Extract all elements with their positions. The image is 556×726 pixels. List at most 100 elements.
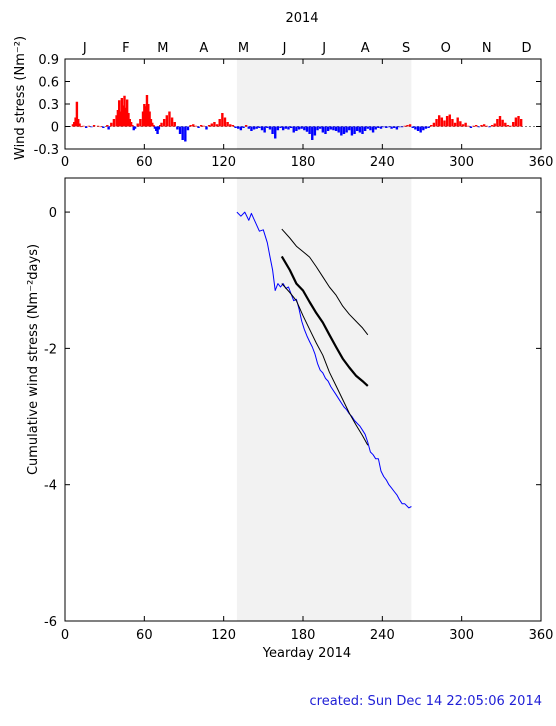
wind-stress-bar xyxy=(152,125,155,127)
wind-stress-bar xyxy=(184,126,187,142)
wind-stress-bar xyxy=(147,104,150,127)
wind-stress-bar xyxy=(189,125,192,127)
month-label: N xyxy=(482,41,492,56)
created-timestamp: created: Sun Dec 14 22:05:06 2014 xyxy=(309,694,542,709)
wind-stress-bar xyxy=(340,126,343,136)
wind-stress-bar xyxy=(377,126,380,128)
wind-stress-bar xyxy=(125,99,129,127)
wind-stress-bar xyxy=(226,122,229,127)
wind-stress-bar xyxy=(356,126,359,131)
wind-stress-bar xyxy=(107,126,110,130)
x-tick-label: 240 xyxy=(370,155,395,170)
wind-stress-bar xyxy=(350,126,354,136)
wind-stress-bar xyxy=(151,122,154,127)
wind-stress-bar xyxy=(295,126,298,131)
wind-stress-bar xyxy=(136,123,139,127)
y-tick-label: 0.9 xyxy=(38,53,59,68)
cumulative-panel: 0 60 120 180 240 300 360 -6 -4 -2 0 Yearday 2014 C… xyxy=(26,177,553,661)
cumulative-line-0 xyxy=(236,211,412,509)
wind-stress-bar xyxy=(221,113,224,127)
wind-stress-bar xyxy=(79,126,83,128)
wind-stress-bar xyxy=(318,126,322,129)
wind-stress-bar xyxy=(334,126,338,131)
wind-stress-bar xyxy=(229,124,232,127)
wind-stress-bar xyxy=(297,126,301,130)
wind-stress-bar xyxy=(424,126,428,129)
wind-stress-bar xyxy=(173,122,176,127)
wind-stress-bar xyxy=(99,126,102,128)
y-tick-label: 0 xyxy=(49,206,57,221)
wind-stress-bar xyxy=(305,126,309,132)
month-label: A xyxy=(199,41,208,56)
wind-stress-bar xyxy=(345,126,348,133)
wind-stress-bar xyxy=(475,125,478,127)
wind-stress-bar xyxy=(324,126,327,134)
wind-stress-bar xyxy=(281,126,285,131)
wind-stress-bar xyxy=(393,126,396,128)
wind-stress-bar xyxy=(395,126,399,130)
y-tick-label: -0.3 xyxy=(34,143,59,158)
wind-stress-bar xyxy=(284,126,288,129)
wind-stress-bars xyxy=(65,95,541,142)
wind-stress-bar xyxy=(461,124,465,127)
wind-stress-bar xyxy=(445,116,449,127)
wind-stress-bar xyxy=(160,122,163,127)
wind-stress-bar xyxy=(266,126,269,128)
x-tick-label: 240 xyxy=(370,628,395,643)
wind-stress-bar xyxy=(292,126,295,133)
wind-stress-bar xyxy=(398,126,401,128)
wind-stress-bar xyxy=(271,126,274,134)
wind-stress-bar xyxy=(133,126,137,129)
wind-stress-bar xyxy=(440,117,444,127)
wind-stress-bar xyxy=(448,114,451,127)
wind-stress-bar xyxy=(488,126,491,128)
wind-stress-bar xyxy=(311,126,314,140)
shaded-period xyxy=(236,178,412,621)
cumulative-line-3 xyxy=(281,283,369,446)
cumulative-xlabel: Yearday 2014 xyxy=(262,646,351,661)
wind-stress-bar xyxy=(490,125,494,127)
wind-stress-bar xyxy=(170,117,174,127)
wind-stress-bar xyxy=(430,125,433,127)
wind-stress-bar xyxy=(451,119,454,127)
wind-stress-bar xyxy=(456,117,459,127)
month-label: M xyxy=(238,41,249,56)
wind-stress-bar xyxy=(400,126,404,128)
month-label: J xyxy=(321,41,326,56)
wind-stress-bar xyxy=(148,111,151,127)
month-label: J xyxy=(82,41,87,56)
wind-stress-bar xyxy=(300,126,303,129)
wind-stress-bar xyxy=(115,115,118,127)
month-label: A xyxy=(361,41,370,56)
wind-stress-bar xyxy=(358,126,362,133)
wind-stress-bar xyxy=(519,119,523,127)
wind-stress-bar xyxy=(131,125,134,127)
wind-stress-bar xyxy=(308,126,311,134)
wind-stress-bar xyxy=(102,126,105,128)
wind-stress-bar xyxy=(120,98,124,127)
wind-stress-bar xyxy=(517,116,520,127)
wind-stress-bar xyxy=(128,119,131,127)
wind-stress-bar xyxy=(234,126,237,128)
wind-stress-bar xyxy=(82,125,85,127)
wind-stress-bar xyxy=(157,126,161,130)
wind-stress-bar xyxy=(144,106,147,127)
wind-stress-bar xyxy=(501,119,504,127)
wind-stress-bar xyxy=(106,125,109,127)
wind-stress-bar xyxy=(348,126,351,131)
wind-stress-bar xyxy=(129,122,133,127)
wind-stress-bar xyxy=(289,126,293,128)
wind-stress-panel: 0 60 120 180 240 300 360-0.300.30.60.9J F M A M J J A… xyxy=(13,36,553,170)
wind-stress-bar xyxy=(255,126,258,129)
wind-stress-bar xyxy=(337,126,340,133)
wind-stress-bar xyxy=(119,111,122,127)
wind-stress-bar xyxy=(482,124,486,127)
wind-stress-bar xyxy=(244,125,248,127)
y-tick-label: 0.6 xyxy=(38,76,59,91)
wind-stress-bar xyxy=(435,119,438,127)
wind-stress-bar xyxy=(155,126,158,131)
wind-stress-bar xyxy=(121,105,125,127)
wind-stress-bar xyxy=(153,126,157,129)
wind-stress-bar xyxy=(116,110,120,127)
